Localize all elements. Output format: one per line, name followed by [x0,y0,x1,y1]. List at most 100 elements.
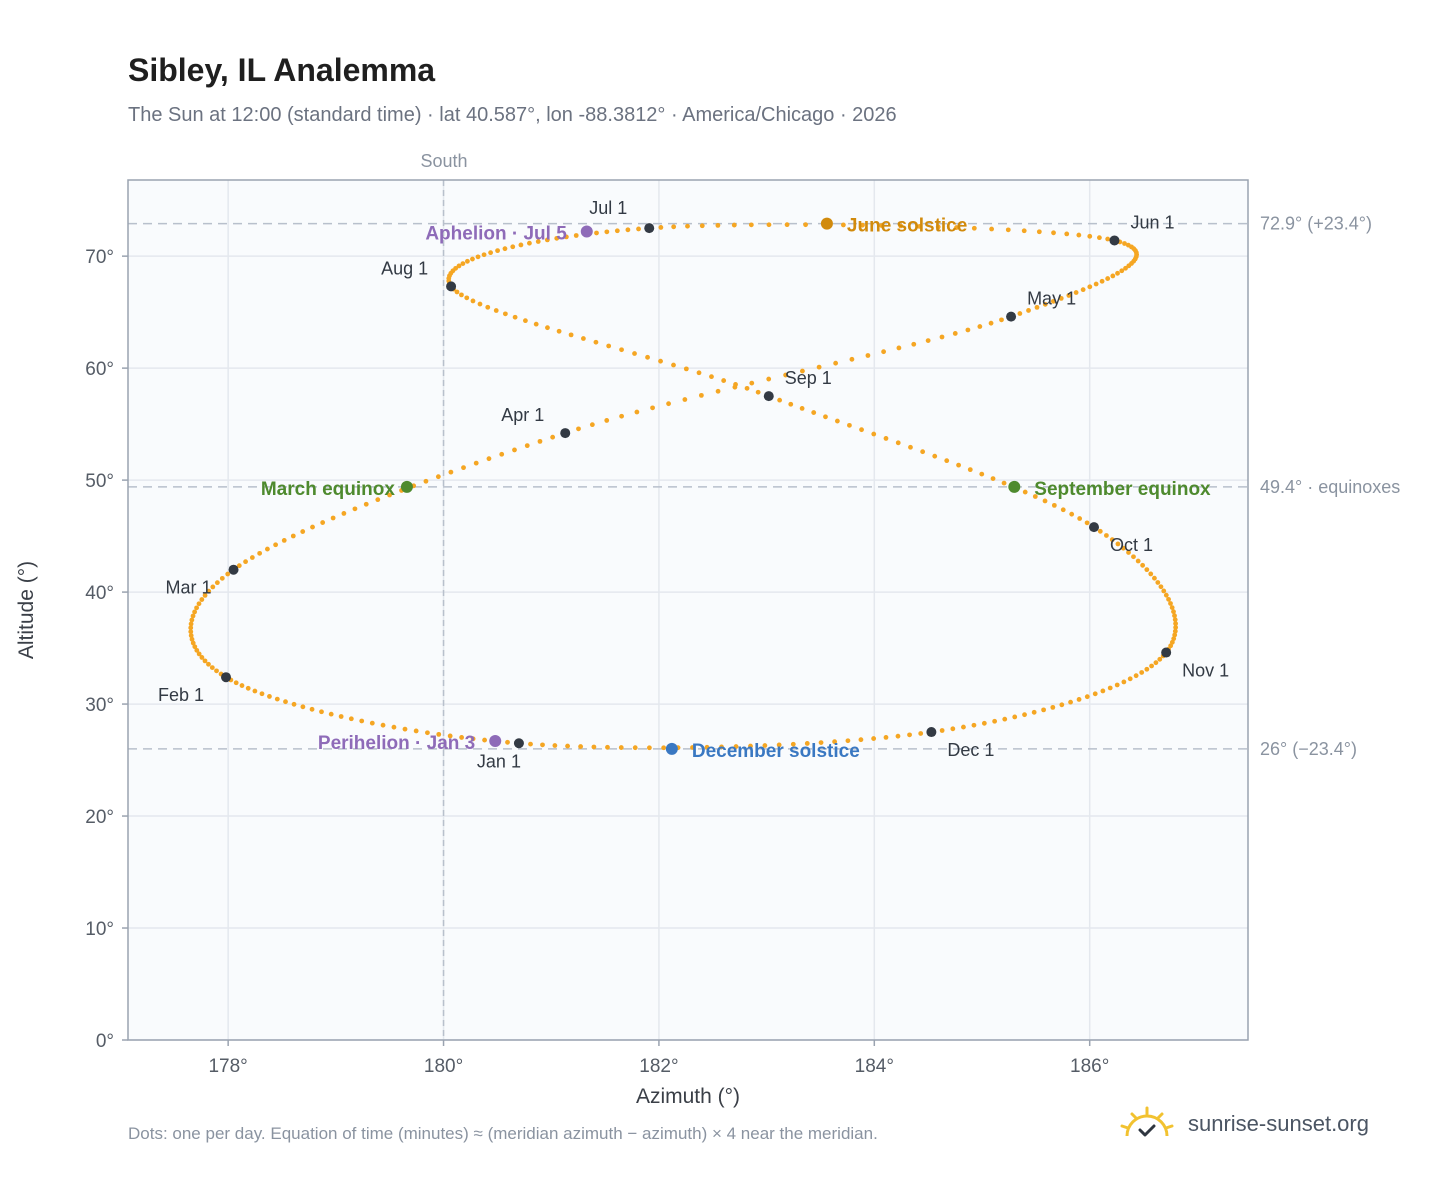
daily-sun-dot [1109,537,1115,543]
daily-sun-dot [245,685,251,691]
daily-sun-dot [1026,308,1031,313]
daily-sun-dot [1119,268,1125,274]
month-marker-label: Jul 1 [589,198,627,218]
daily-sun-dot [589,422,595,428]
daily-sun-dot [690,745,695,750]
daily-sun-dot [935,224,941,230]
daily-sun-dot [744,385,750,391]
daily-sun-dot [1077,516,1083,521]
daily-sun-dot [1158,584,1164,590]
daily-sun-dot [202,658,208,664]
brand-logo[interactable]: sunrise-sunset.org [1120,1100,1369,1148]
daily-sun-dot [1152,575,1157,581]
y-tick-label: 10° [85,919,114,940]
daily-sun-dot [1002,716,1008,722]
daily-sun-dot [1042,498,1048,504]
daily-sun-dot [1172,632,1178,638]
month-marker [1161,647,1172,658]
month-marker [1109,235,1120,246]
daily-sun-dot [979,471,985,477]
daily-sun-dot [233,680,239,686]
daily-sun-dot [645,354,650,360]
daily-sun-dot [188,625,194,631]
daily-sun-dot [859,427,864,433]
daily-sun-dot [634,409,640,415]
daily-sun-dot [436,731,442,737]
daily-sun-dot [604,418,610,423]
daily-sun-dot [1093,281,1099,287]
daily-sun-dot [1166,596,1171,602]
daily-sun-dot [818,740,824,746]
daily-sun-dot [832,739,838,745]
daily-sun-dot [523,318,528,324]
daily-sun-dot [1127,676,1133,682]
month-marker [763,391,774,402]
daily-sun-dot [658,225,664,230]
daily-sun-dot [1161,588,1167,594]
daily-sun-dot [1169,605,1175,610]
daily-sun-dot [1022,489,1028,495]
plot-frame [127,179,1249,1041]
daily-sun-dot [190,613,196,619]
daily-sun-dot [300,529,306,534]
daily-sun-dot [375,497,381,503]
daily-sun-dot [459,735,465,740]
daily-sun-dot [486,456,492,462]
daily-sun-dot [896,345,902,351]
daily-sun-dot [1135,558,1141,564]
daily-sun-dot [348,716,354,722]
month-marker-label: Jun 1 [1130,212,1174,232]
daily-sun-dot [369,720,375,726]
daily-sun-dot [387,492,392,498]
daily-sun-dot [790,741,796,747]
daily-sun-dot [1050,298,1056,304]
daily-sun-dot [784,222,790,228]
daily-sun-dot [210,584,216,590]
daily-sun-dot [1058,295,1064,301]
daily-sun-dot [470,736,476,742]
reference-line-label: 26° (−23.4°) [1260,739,1357,759]
x-axis-title: Azimuth (°) [636,1085,740,1108]
daily-sun-dot [704,744,710,750]
brand-text[interactable]: sunrise-sunset.org [1188,1111,1369,1136]
daily-sun-dot [537,438,543,444]
daily-sun-dot [593,339,599,345]
daily-sun-dot [243,559,248,565]
daily-sun-dot [811,410,817,415]
daily-sun-dot [683,366,689,372]
daily-sun-dot [190,640,196,646]
daily-sun-dot [748,743,753,749]
daily-sun-dot [650,405,655,411]
month-marker [644,223,655,234]
daily-sun-dot [618,745,624,750]
daily-sun-dot [512,447,517,453]
daily-sun-dot [544,237,550,243]
daily-sun-dot [954,225,959,230]
x-tick-label: 182° [639,1056,678,1077]
daily-sun-dot [1005,227,1011,233]
month-marker [221,672,231,683]
daily-sun-dot [320,520,326,525]
daily-sun-dot [696,370,702,376]
daily-sun-dot [573,233,579,238]
daily-sun-dot [604,229,610,235]
daily-sun-dot [879,223,885,228]
daily-sun-dot [319,709,324,715]
daily-sun-dot [1059,702,1065,708]
daily-sun-dot [199,597,205,602]
daily-sun-dot [658,358,663,364]
daily-sun-dot [883,436,889,441]
daily-sun-dot [1105,236,1111,242]
reference-lines: 72.9° (+23.4°) 49.4° · equinoxes 26° (−23.… [128,180,1400,1040]
reference-line-label: 72.9° (+23.4°) [1260,214,1372,234]
month-marker-label: Sep 1 [785,368,832,388]
daily-sun-dot [733,744,739,749]
daily-sun-dot [502,311,508,317]
daily-sun-dot [481,252,487,258]
axis-ticks: 178° 180° 182° 184° 186° 0° 10° 20° 30° 40° 50° 60°… [85,247,1109,1077]
daily-sun-dot [1163,592,1169,598]
daily-sun-dot [499,451,505,457]
daily-sun-dot [1173,621,1178,626]
daily-sun-dot [895,733,901,739]
daily-sun-dot [989,226,995,232]
